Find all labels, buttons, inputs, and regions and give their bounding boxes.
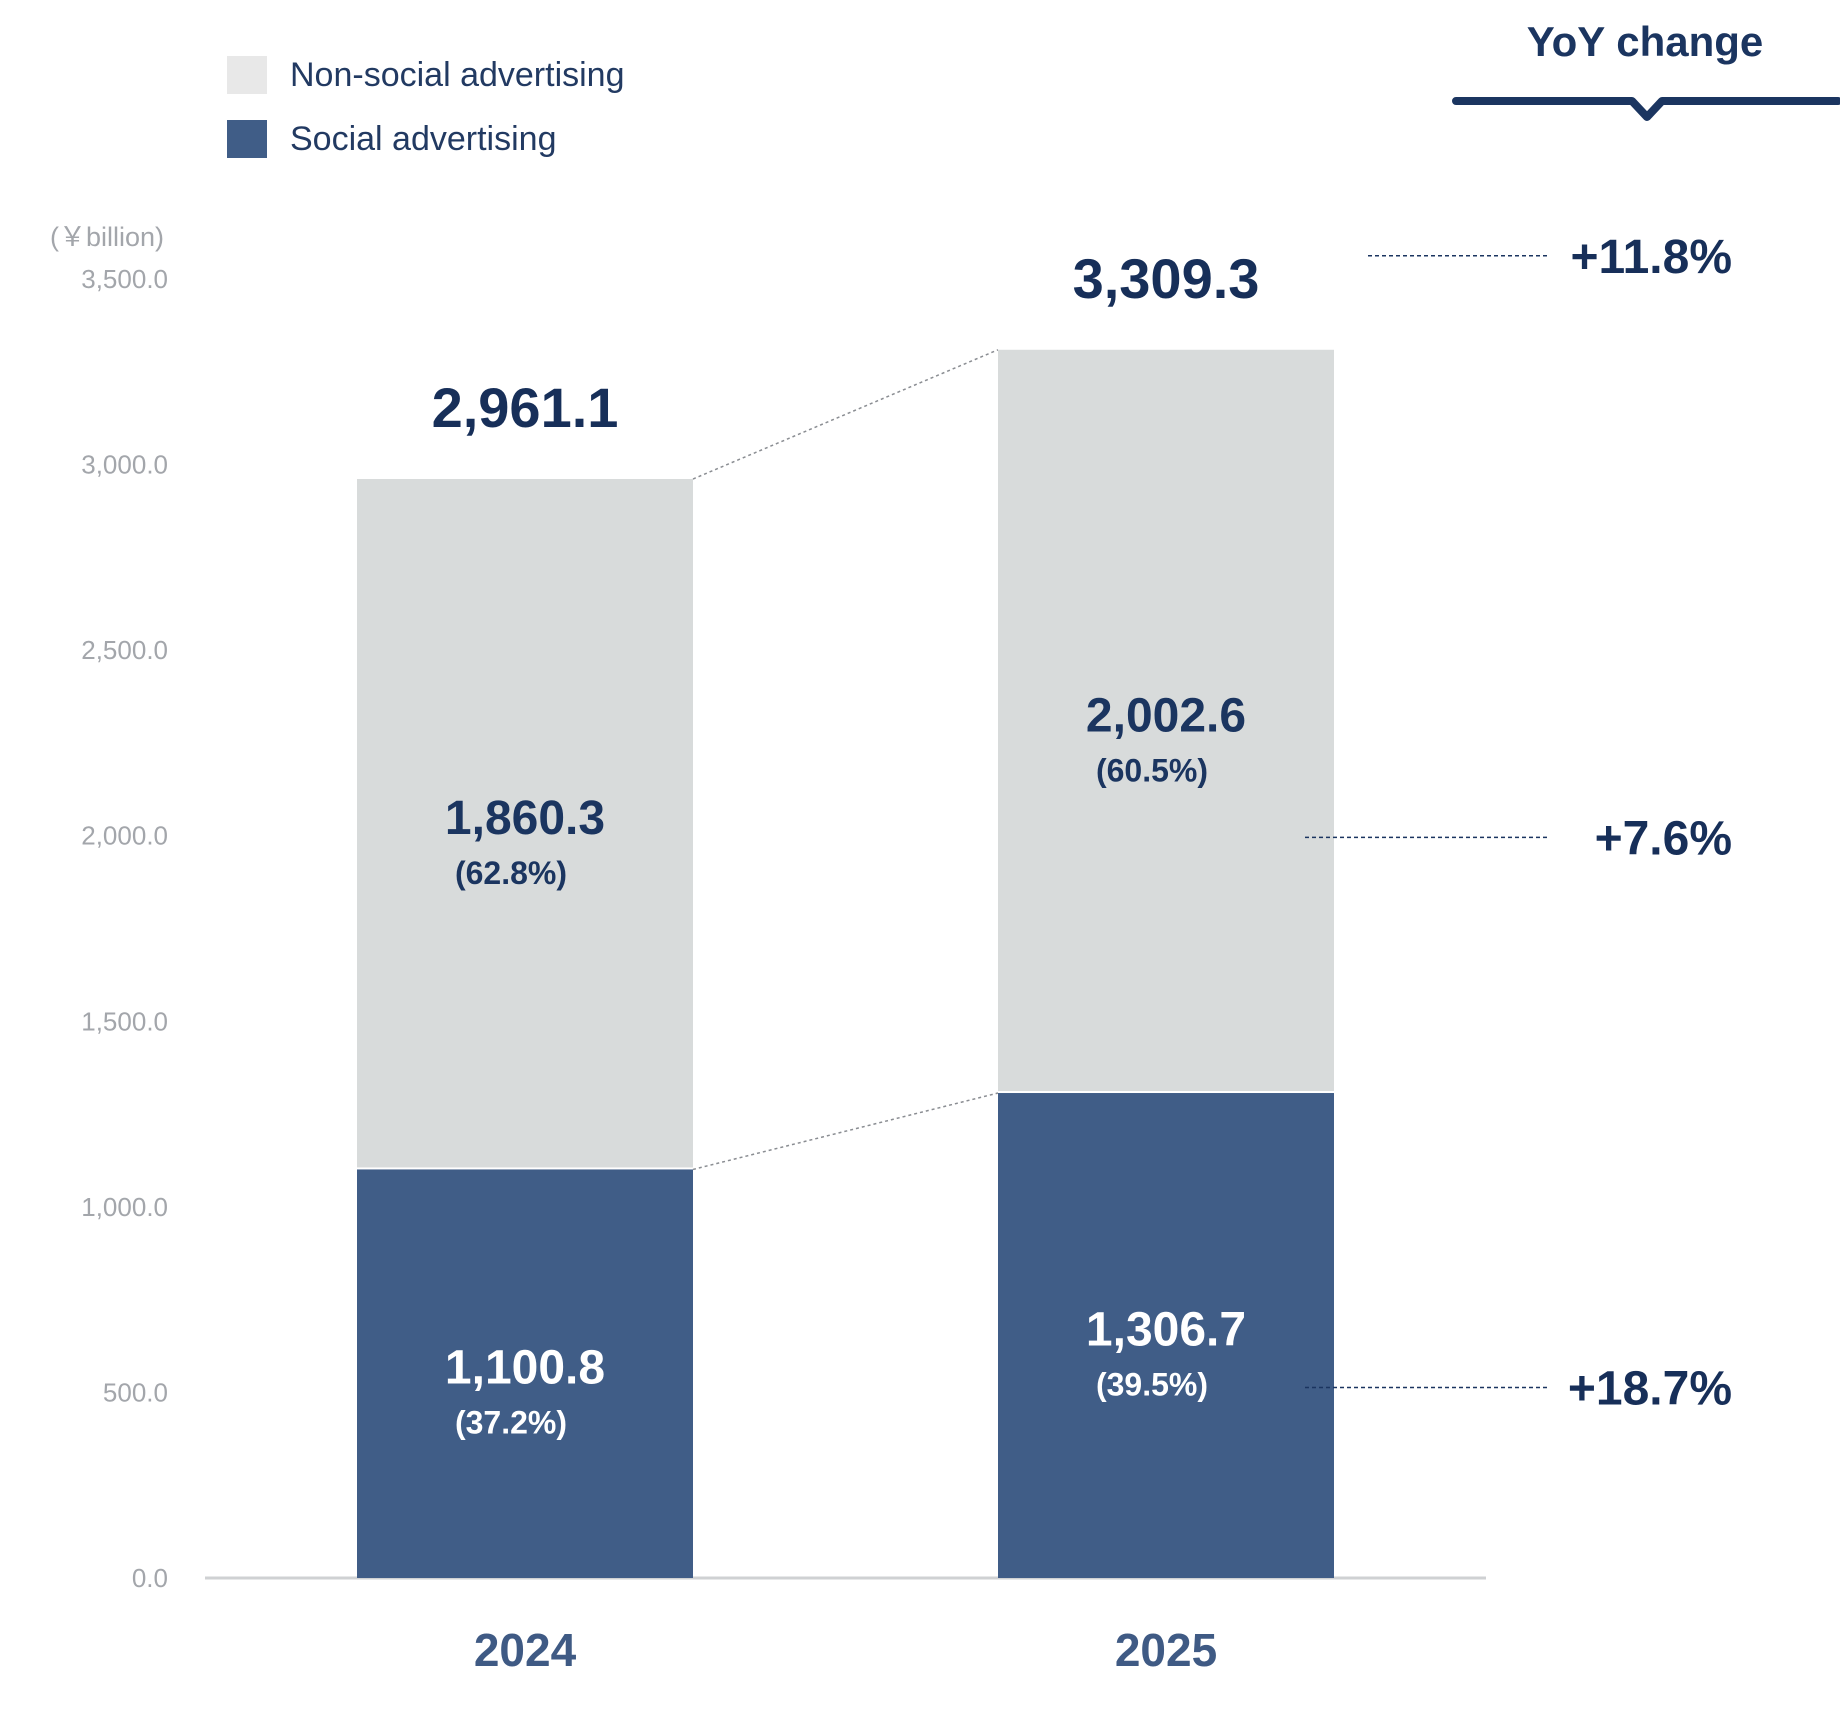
yoy-non-social-value: +7.6% bbox=[1595, 812, 1732, 865]
yoy-underline-icon bbox=[1452, 97, 1840, 121]
bar-social-2024 bbox=[357, 1169, 693, 1578]
non-social-value-label: 1,860.3 bbox=[445, 792, 605, 845]
legend-swatch-non-social bbox=[227, 56, 267, 94]
yoy-leader-lines bbox=[1305, 255, 1550, 1389]
y-tick-label: 1,000.0 bbox=[81, 1192, 168, 1222]
y-tick-label: 2,000.0 bbox=[81, 821, 168, 851]
y-axis-unit-label: (￥billion) bbox=[50, 222, 164, 252]
x-category-label: 2025 bbox=[1115, 1624, 1217, 1676]
bar-labels: 1,100.8 (37.2%) 1,860.3 (62.8%) 2,961.1 1,306… bbox=[432, 247, 1260, 1441]
yoy-title: YoY change bbox=[1527, 18, 1764, 65]
social-value-label: 1,100.8 bbox=[445, 1342, 605, 1395]
connector-lines bbox=[692, 349, 999, 1171]
bar-social-2025 bbox=[998, 1093, 1334, 1578]
yoy-panel: YoY change +11.8% +7.6% +18.7% bbox=[1305, 18, 1840, 1416]
social-value-label: 1,306.7 bbox=[1086, 1304, 1246, 1357]
bar-non-social-2024 bbox=[357, 479, 693, 1168]
yoy-total-value: +11.8% bbox=[1571, 231, 1732, 284]
non-social-share-label: (62.8%) bbox=[455, 855, 567, 891]
legend-swatch-social bbox=[227, 120, 267, 158]
x-axis-categories: 2024 2025 bbox=[474, 1624, 1217, 1676]
y-axis-ticks: 0.0 500.0 1,000.0 1,500.0 2,000.0 2,500.0 3,00… bbox=[81, 264, 168, 1593]
non-social-share-label: (60.5%) bbox=[1096, 752, 1208, 788]
social-share-label: (37.2%) bbox=[455, 1405, 567, 1441]
y-tick-label: 2,500.0 bbox=[81, 635, 168, 665]
y-tick-label: 1,500.0 bbox=[81, 1006, 168, 1036]
yoy-social-value: +18.7% bbox=[1568, 1363, 1732, 1416]
y-tick-label: 3,000.0 bbox=[81, 450, 168, 480]
total-value-label: 3,309.3 bbox=[1073, 247, 1260, 310]
legend-label-non-social: Non-social advertising bbox=[290, 56, 625, 94]
y-tick-label: 500.0 bbox=[103, 1377, 168, 1407]
x-category-label: 2024 bbox=[474, 1624, 577, 1676]
bars bbox=[357, 349, 1334, 1578]
total-value-label: 2,961.1 bbox=[432, 376, 619, 439]
connector-line bbox=[692, 349, 999, 480]
y-tick-label: 0.0 bbox=[132, 1563, 168, 1593]
y-tick-label: 3,500.0 bbox=[81, 264, 168, 294]
bar-non-social-2025 bbox=[998, 349, 1334, 1092]
legend-label-social: Social advertising bbox=[290, 120, 556, 158]
social-share-label: (39.5%) bbox=[1096, 1367, 1208, 1403]
non-social-value-label: 2,002.6 bbox=[1086, 689, 1246, 742]
legend: Non-social advertising Social advertisin… bbox=[227, 56, 625, 158]
connector-line bbox=[692, 1092, 999, 1171]
